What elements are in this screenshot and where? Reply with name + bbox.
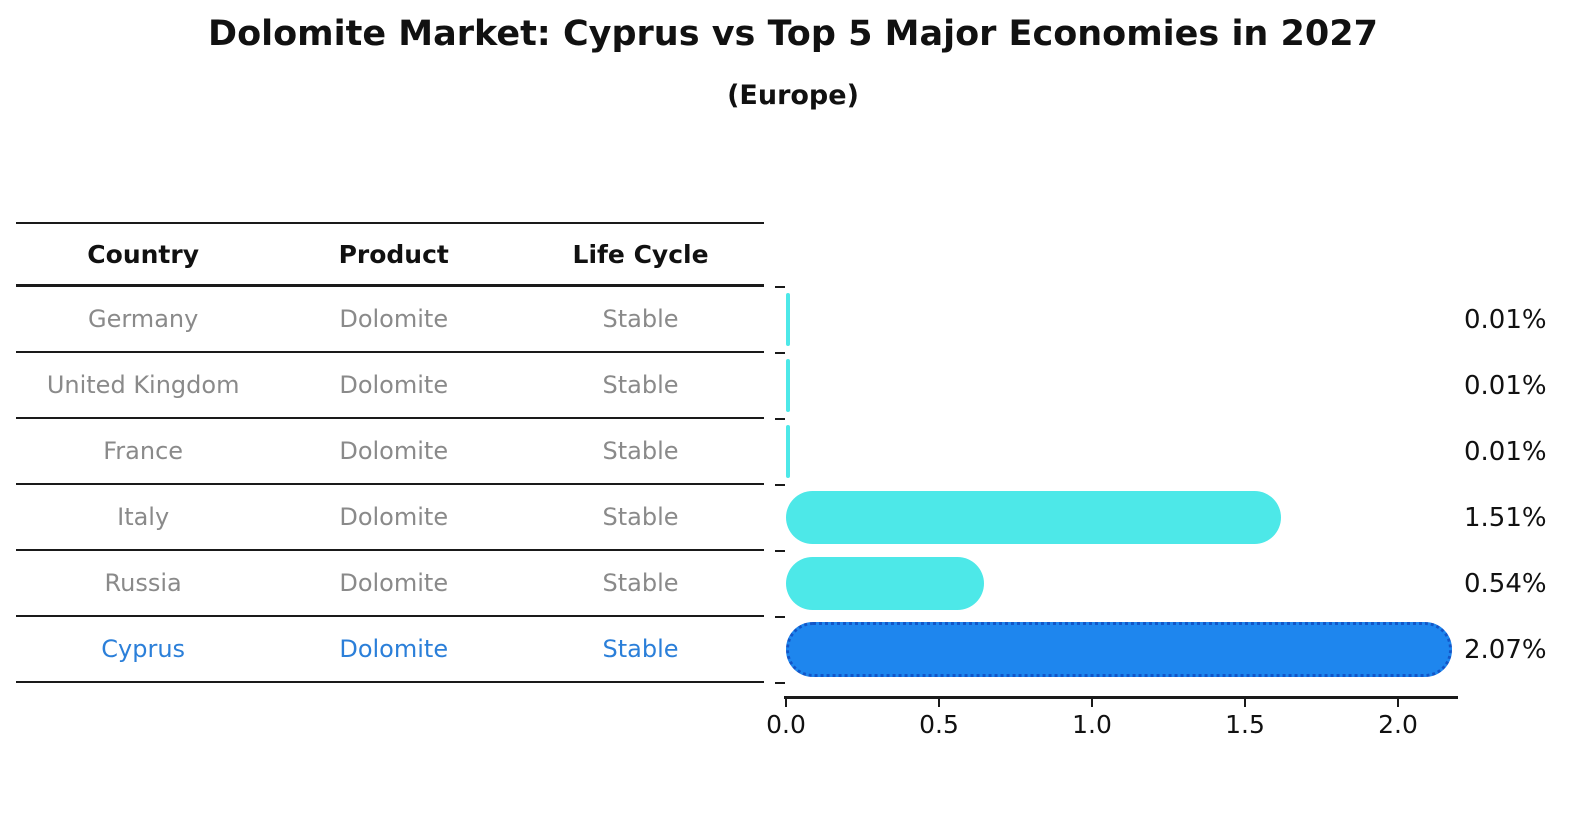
x-tick-1.5 bbox=[1244, 699, 1246, 707]
x-tick-2.0 bbox=[1397, 699, 1399, 707]
x-tick-label-1.0: 1.0 bbox=[1072, 710, 1112, 739]
chart-subtitle: (Europe) bbox=[727, 80, 859, 111]
value-label-russia: 0.54% bbox=[1464, 569, 1547, 599]
y-tick bbox=[775, 286, 785, 288]
value-label-france: 0.01% bbox=[1464, 437, 1547, 467]
cell-life-cycle: Stable bbox=[602, 635, 679, 663]
table-body: Germany Dolomite Stable United Kingdom Dolom… bbox=[16, 287, 764, 683]
chart-title: Dolomite Market: Cyprus vs Top 5 Major E… bbox=[208, 14, 1378, 54]
cell-product: Dolomite bbox=[339, 371, 449, 399]
bar-united-kingdom bbox=[786, 359, 790, 412]
cell-country: United Kingdom bbox=[46, 371, 240, 399]
cell-product: Dolomite bbox=[339, 437, 449, 465]
table-row-cyprus: Cyprus Dolomite Stable bbox=[16, 617, 764, 683]
x-axis-line bbox=[784, 696, 1458, 699]
table-header-country: Country bbox=[87, 239, 199, 269]
cell-country: France bbox=[103, 437, 184, 465]
value-label-united-kingdom: 0.01% bbox=[1464, 371, 1547, 401]
cell-life-cycle: Stable bbox=[602, 569, 679, 597]
bar-russia bbox=[786, 557, 984, 610]
cell-product: Dolomite bbox=[339, 305, 449, 333]
bar-germany bbox=[786, 293, 790, 346]
x-tick-1.0 bbox=[1091, 699, 1093, 707]
cell-product: Dolomite bbox=[339, 569, 449, 597]
x-tick-label-0.0: 0.0 bbox=[766, 710, 806, 739]
y-tick bbox=[775, 484, 785, 486]
x-tick-label-2.0: 2.0 bbox=[1378, 710, 1418, 739]
cell-country: Cyprus bbox=[101, 635, 186, 663]
y-tick bbox=[775, 616, 785, 618]
table-header-row: Country Product Life Cycle bbox=[16, 222, 764, 287]
value-label-italy: 1.51% bbox=[1464, 503, 1547, 533]
cell-product: Dolomite bbox=[339, 635, 449, 663]
cell-country: Italy bbox=[117, 503, 170, 531]
cell-product: Dolomite bbox=[339, 503, 449, 531]
y-tick bbox=[775, 418, 785, 420]
table-header-product: Product bbox=[338, 239, 449, 269]
bar-france bbox=[786, 425, 790, 478]
x-tick-label-0.5: 0.5 bbox=[919, 710, 959, 739]
table-row-russia: Russia Dolomite Stable bbox=[16, 551, 764, 617]
cell-country: Russia bbox=[104, 569, 182, 597]
table-row-united-kingdom: United Kingdom Dolomite Stable bbox=[16, 353, 764, 419]
cell-life-cycle: Stable bbox=[602, 503, 679, 531]
y-tick bbox=[775, 352, 785, 354]
table-row-italy: Italy Dolomite Stable bbox=[16, 485, 764, 551]
y-tick bbox=[775, 682, 785, 684]
value-label-cyprus: 2.07% bbox=[1464, 635, 1547, 665]
cell-life-cycle: Stable bbox=[602, 371, 679, 399]
x-tick-label-1.5: 1.5 bbox=[1225, 710, 1265, 739]
country-table: Country Product Life Cycle Germany Dolomi… bbox=[16, 222, 764, 683]
cell-life-cycle: Stable bbox=[602, 305, 679, 333]
cell-country: Germany bbox=[88, 305, 199, 333]
x-tick-0.0 bbox=[785, 699, 787, 707]
value-label-germany: 0.01% bbox=[1464, 305, 1547, 335]
y-tick bbox=[775, 550, 785, 552]
table-header-life-cycle: Life Cycle bbox=[572, 239, 709, 269]
table-row-germany: Germany Dolomite Stable bbox=[16, 287, 764, 353]
table-row-france: France Dolomite Stable bbox=[16, 419, 764, 485]
bar-plot-area bbox=[786, 222, 1458, 696]
x-tick-0.5 bbox=[938, 699, 940, 707]
bar-italy bbox=[786, 491, 1281, 544]
cell-life-cycle: Stable bbox=[602, 437, 679, 465]
bar-cyprus bbox=[786, 622, 1452, 677]
